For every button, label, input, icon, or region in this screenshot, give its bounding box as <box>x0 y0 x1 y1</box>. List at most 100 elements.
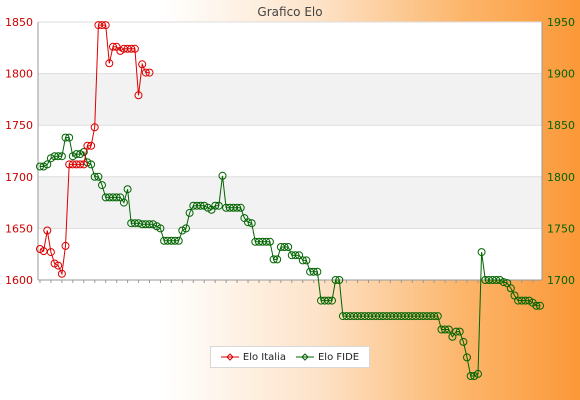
left-tick-label: 1700 <box>5 171 33 184</box>
legend-item-elo-italia: Elo Italia <box>220 351 286 363</box>
elo-italia-point <box>76 160 85 169</box>
right-tick-label: 1700 <box>547 274 575 287</box>
elo-fide-point <box>273 255 282 264</box>
right-tick-label: 1950 <box>547 16 575 29</box>
chart-legend: Elo Italia Elo FIDE <box>210 346 370 368</box>
elo-fide-point <box>171 236 179 245</box>
elo-fide-point <box>123 185 132 194</box>
elo-fide-point <box>90 172 99 181</box>
elo-fide-legend-icon <box>295 353 314 361</box>
elo-fide-point <box>331 276 340 284</box>
elo-fide-point <box>265 237 274 246</box>
left-tick-label: 1600 <box>5 274 33 287</box>
elo-italia-point <box>141 68 150 77</box>
elo-fide-point <box>233 203 242 212</box>
elo-italia-point <box>61 241 70 250</box>
elo-fide-point <box>284 243 293 251</box>
elo-italia-point <box>138 60 147 69</box>
elo-italia-point <box>98 21 106 30</box>
elo-fide-point <box>112 193 121 202</box>
elo-italia-point <box>79 160 88 169</box>
elo-italia-point <box>130 44 139 53</box>
elo-fide-point <box>506 284 515 293</box>
elo-fide-point <box>433 312 442 321</box>
right-y-axis: 1700 1750 1800 1850 1900 1950 <box>38 16 575 287</box>
elo-fide-point <box>532 301 541 310</box>
grid-band <box>38 73 542 126</box>
elo-italia-point <box>101 21 110 30</box>
elo-fide-point <box>211 201 220 210</box>
elo-fide-point <box>269 255 278 264</box>
elo-fide-point <box>324 296 333 305</box>
elo-fide-point <box>119 198 128 207</box>
elo-fide-point <box>302 256 311 265</box>
elo-fide-point <box>466 372 475 380</box>
elo-fide-point <box>244 218 252 227</box>
elo-fide-point <box>72 150 81 159</box>
elo-italia-point <box>46 248 55 257</box>
elo-fide-point <box>309 267 318 276</box>
right-tick-label: 1900 <box>547 68 575 81</box>
elo-fide-point <box>94 172 103 181</box>
left-tick-label: 1850 <box>5 16 33 29</box>
elo-fide-point <box>492 276 501 284</box>
elo-italia-point <box>127 44 136 53</box>
elo-fide-point <box>521 296 530 305</box>
elo-fide-point <box>441 325 450 334</box>
elo-italia-point <box>134 91 143 100</box>
elo-fide-point <box>214 201 223 210</box>
elo-italia-point <box>57 269 66 278</box>
left-tick-label: 1800 <box>5 68 33 81</box>
elo-italia-point <box>43 226 52 235</box>
elo-fide-point <box>174 236 183 245</box>
elo-fide-point <box>463 353 471 362</box>
elo-fide-point <box>455 327 464 336</box>
elo-fide-point <box>57 152 66 161</box>
elo-italia-point <box>87 141 96 150</box>
elo-italia-point <box>145 68 154 77</box>
elo-fide-point <box>182 224 190 233</box>
elo-fide-point <box>295 251 304 260</box>
elo-italia-point <box>105 59 114 68</box>
legend-label-elo-italia: Elo Italia <box>242 351 286 363</box>
elo-fide-point <box>98 181 106 190</box>
elo-fide-point <box>452 327 461 336</box>
elo-italia-point <box>90 123 99 132</box>
elo-fide-point <box>43 160 52 169</box>
elo-fide-point <box>156 224 165 233</box>
elo-italia-point <box>83 141 92 150</box>
elo-fide-point <box>196 201 205 210</box>
elo-fide-point <box>328 296 336 305</box>
elo-fide-point <box>247 219 256 228</box>
elo-italia-legend-icon <box>220 353 239 361</box>
elo-fide-point <box>448 332 457 341</box>
elo-fide-point <box>218 171 227 180</box>
elo-fide-point <box>536 301 544 310</box>
elo-fide-point <box>236 203 245 212</box>
elo-fide-point <box>61 133 70 142</box>
elo-fide-point <box>145 220 154 229</box>
right-tick-label: 1800 <box>547 171 575 184</box>
grid-band <box>38 176 542 229</box>
right-tick-label: 1850 <box>547 119 575 132</box>
elo-fide-point <box>499 278 508 287</box>
elo-fide-point <box>430 312 439 321</box>
chart-title: Grafico Elo <box>257 5 322 19</box>
elo-fide-point <box>280 243 289 251</box>
plot-background <box>38 22 542 280</box>
left-y-axis: 1600 1650 1700 1750 1800 1850 <box>5 16 39 287</box>
right-tick-label: 1750 <box>547 222 575 235</box>
elo-fide-point <box>298 256 307 265</box>
elo-fide-point <box>65 133 74 142</box>
elo-fide-point <box>477 248 486 257</box>
elo-fide-point <box>444 325 453 334</box>
elo-fide-point <box>313 267 322 276</box>
elo-fide-point <box>335 276 344 284</box>
plot-area-background <box>38 22 542 280</box>
elo-fide-point <box>185 208 194 217</box>
left-tick-label: 1650 <box>5 222 33 235</box>
elo-fide-point <box>262 237 271 246</box>
plot-area <box>36 21 544 380</box>
elo-fide-point <box>54 152 63 161</box>
elo-fide-point <box>79 148 88 156</box>
